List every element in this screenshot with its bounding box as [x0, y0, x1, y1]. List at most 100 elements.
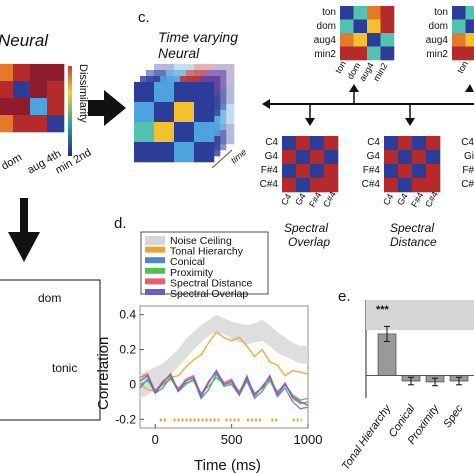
bar-category-label: Tonal Hierarchy	[340, 402, 395, 473]
legend-swatch	[145, 246, 165, 253]
stack-front-cell	[194, 142, 215, 163]
fr-row-2: Gi	[464, 151, 474, 162]
sd-cell	[412, 178, 427, 193]
dissimilarity-colorbar	[68, 66, 72, 156]
so-cell	[296, 150, 311, 165]
panel-c-label: c.	[138, 9, 150, 26]
sd-col-f4: F#4	[409, 191, 425, 209]
top-cell	[367, 33, 381, 47]
neural-cell	[47, 81, 65, 99]
connector-arrowhead-icon	[262, 99, 270, 109]
top-cell	[340, 19, 354, 34]
connector-down-arrow-2-icon	[405, 118, 415, 126]
so-row-c4: C4	[265, 137, 278, 148]
sd-cell	[398, 178, 413, 193]
stack-front-cell	[174, 82, 195, 103]
sd-row-g4: G4	[367, 151, 381, 162]
stack-front-cell	[154, 142, 175, 163]
sd-cell	[426, 136, 441, 151]
y-tick-label: 0	[129, 377, 136, 391]
arrows	[8, 90, 126, 262]
so-cell	[282, 136, 297, 151]
time-label: time	[229, 147, 248, 166]
right-model-matrix	[452, 6, 474, 61]
neural-cell	[47, 98, 65, 116]
neural-cell	[0, 115, 14, 133]
legend-entry: Noise Ceiling	[170, 235, 232, 247]
series-line-spectral-overlap	[139, 369, 309, 406]
sd-col-c#4: C#4	[423, 190, 440, 209]
so-title-1: Spectral	[284, 221, 328, 235]
stack-front-cell	[174, 122, 195, 143]
top-cell	[367, 6, 381, 20]
top-cell	[380, 19, 395, 34]
neural-cell	[30, 81, 48, 99]
top-cell	[380, 6, 395, 20]
x-tick-label: 0	[152, 432, 159, 447]
sd-cell	[412, 164, 427, 179]
x-tick-label: 500	[221, 432, 243, 447]
connector-up-arrow-icon	[349, 84, 359, 92]
spectral-overlap-matrix	[282, 136, 339, 193]
stack-front-cell	[194, 82, 215, 103]
right-cell	[452, 19, 466, 34]
stack-front-cell	[134, 142, 155, 163]
stack-front-cell	[194, 102, 215, 123]
time-varying-title-2: Neural	[158, 45, 200, 61]
stack-front-cell	[134, 122, 155, 143]
right-row-aug4: aug4	[426, 35, 449, 46]
so-col-f4: F#4	[307, 191, 323, 209]
so-cell	[310, 150, 325, 165]
sd-cell	[426, 164, 441, 179]
sd-col-c4: C4	[381, 192, 395, 207]
so-col-g4: G4	[293, 192, 308, 207]
top-cell	[380, 46, 395, 61]
legend-entry: Conical	[170, 256, 205, 268]
stack-front-cell	[174, 142, 195, 163]
dissimilarity-label: Dissimilarity	[77, 64, 89, 123]
stack-front-cell	[154, 122, 175, 143]
neural-cell	[0, 81, 14, 99]
connector-up-arrow-2-icon	[465, 84, 474, 92]
legend-swatch	[145, 267, 165, 274]
line-ylabel: Correlation	[95, 337, 112, 410]
neural-panel: Neural Dissimilarity dom aug 4th min 2nd	[0, 31, 93, 177]
so-cell	[296, 136, 311, 151]
mds-label-tonic: tonic	[52, 361, 77, 375]
down-arrow-icon	[8, 198, 40, 262]
sd-cell	[398, 136, 413, 151]
neural-matrix	[0, 64, 65, 133]
y-tick-label: 0.2	[119, 343, 136, 357]
neural-cell	[0, 98, 14, 116]
neural-cell	[13, 98, 31, 116]
sd-cell	[384, 150, 399, 165]
x-tick-label: 1000	[294, 432, 323, 447]
sd-cell	[426, 150, 441, 165]
so-row-g4: G4	[265, 151, 279, 162]
so-cell	[282, 164, 297, 179]
top-col-ton: ton	[333, 59, 348, 75]
so-cell	[310, 178, 325, 193]
line-xlabel: Time (ms)	[194, 457, 261, 474]
top-cell	[340, 6, 354, 20]
stack-front-cell	[134, 82, 155, 103]
legend-swatch	[145, 236, 165, 245]
neural-cell	[13, 81, 31, 99]
right-row-min2: min2	[426, 49, 448, 60]
line-chart-ticks: 0 500 1000 -0.2 0 0.2 0.4	[115, 308, 322, 447]
top-model-matrix	[340, 6, 395, 61]
legend-swatch	[145, 257, 165, 264]
right-cell	[465, 6, 474, 20]
panel-e-label: e.	[338, 288, 351, 305]
mds-panel: dom tonic	[0, 279, 101, 421]
stack-front-cell	[174, 102, 195, 123]
top-row-aug4: aug4	[314, 35, 337, 46]
y-tick-label: 0.4	[119, 308, 136, 322]
top-cell	[380, 33, 395, 47]
sd-cell	[384, 178, 399, 193]
right-cell	[452, 33, 466, 47]
so-cell	[296, 164, 311, 179]
